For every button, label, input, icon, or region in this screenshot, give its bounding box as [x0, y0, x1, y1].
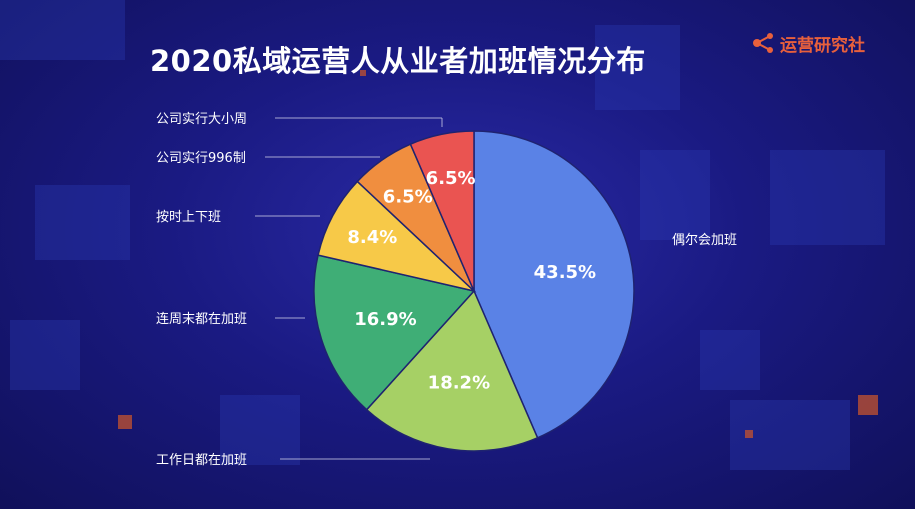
bg-square [0, 0, 125, 60]
brand-logo: 运营研究社 [752, 30, 865, 56]
brand-name: 运营研究社 [780, 35, 865, 56]
bg-square [35, 185, 130, 260]
bg-square [220, 395, 300, 465]
pie-slices [313, 130, 635, 452]
slice-category-label: 工作日都在加班 [156, 453, 247, 468]
slice-category-label: 按时上下班 [156, 210, 221, 225]
slice-percentage-label: 16.9% [354, 309, 416, 330]
slice-percentage-label: 43.5% [534, 262, 596, 283]
bg-accent-square [745, 430, 753, 438]
pie-labels: 43.5% 偶尔会加班 18.2% 工作日都在加班 16.9% 连周末都在加班 8.4% 按时… [156, 112, 737, 468]
slice-category-label: 连周末都在加班 [156, 311, 247, 327]
slice-percentage-label: 6.5% [426, 168, 476, 189]
bg-square [595, 25, 680, 110]
leader-lines [255, 117, 443, 460]
slice-percentage-label: 6.5% [383, 187, 433, 208]
share-nodes-icon [753, 33, 773, 53]
bg-square [770, 150, 885, 245]
bg-square [700, 330, 760, 390]
slice-category-label: 公司实行996制 [156, 151, 246, 166]
bg-accent-square [858, 395, 878, 415]
chart-title: 2020私域运营人从业者加班情况分布 [150, 44, 646, 78]
slice-category-label: 公司实行大小周 [156, 112, 247, 127]
pie-slice [313, 254, 476, 411]
pie-slice [409, 130, 475, 292]
slice-percentage-label: 8.4% [347, 227, 397, 248]
slice-category-label: 偶尔会加班 [672, 233, 737, 248]
bg-square [640, 150, 710, 240]
bg-accent-square [360, 70, 366, 76]
slice-percentage-label: 18.2% [428, 373, 490, 394]
pie-slice [365, 289, 539, 452]
bg-accent-square [118, 415, 132, 429]
pie-slice [317, 180, 477, 293]
pie-slice [473, 130, 635, 439]
bg-square [10, 320, 80, 390]
